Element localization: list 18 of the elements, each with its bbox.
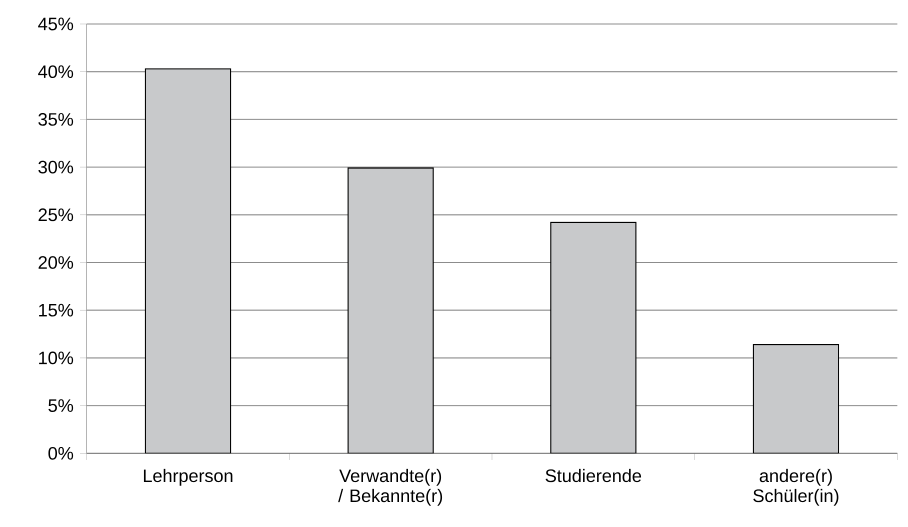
bar <box>348 168 434 454</box>
y-tick-label: 30% <box>38 160 74 174</box>
bar <box>752 344 840 454</box>
y-tick-label: 25% <box>38 208 74 222</box>
x-tick-label: Studierende <box>546 469 642 482</box>
y-tick-label: 10% <box>39 352 74 364</box>
bar <box>144 68 232 454</box>
y-tick-label: 5% <box>48 399 74 412</box>
y-tick-label: 20% <box>38 256 74 270</box>
bar <box>550 222 636 454</box>
x-tick-label: andere(r) Schüler(in) <box>753 469 838 506</box>
y-tick-label: 0% <box>48 447 74 460</box>
y-tick-label: 45% <box>38 18 74 30</box>
y-tick-label: 15% <box>39 304 74 317</box>
x-tick-label: Lehrperson <box>144 469 232 486</box>
y-tick-label: 40% <box>38 66 74 78</box>
y-tick-label: 35% <box>38 113 74 126</box>
x-tick-label: Verwandte(r) / Bekannte(r) <box>338 469 442 506</box>
